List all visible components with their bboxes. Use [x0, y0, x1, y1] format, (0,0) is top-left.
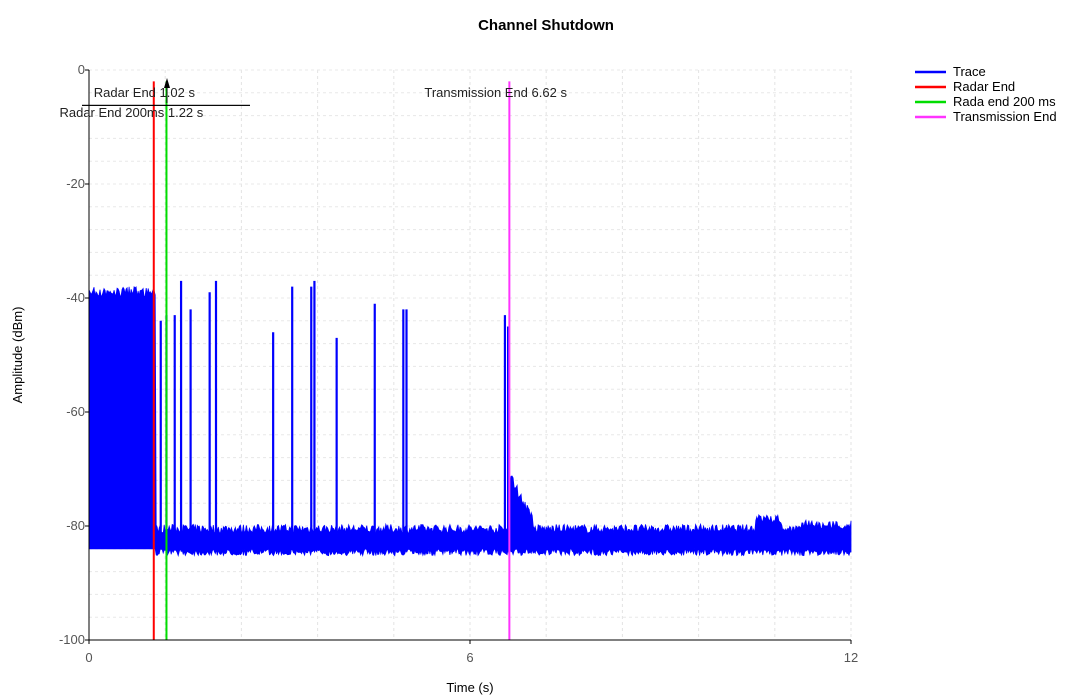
x-tick-label: 0 — [85, 650, 92, 665]
y-tick-label: 0 — [78, 62, 85, 77]
tick-labels: 0 6 12 0 -20 -40 -60 -80 -100 — [59, 62, 858, 665]
y-tick-label: -40 — [66, 290, 85, 305]
y-tick-label: -100 — [59, 632, 85, 647]
legend-label: Radar End — [953, 79, 1015, 94]
x-tick-label: 6 — [466, 650, 473, 665]
y-tick-label: -20 — [66, 176, 85, 191]
chart-title: Channel Shutdown — [478, 17, 614, 34]
annotation-label: Radar End 200ms 1.22 s — [59, 105, 203, 120]
legend-label: Transmission End — [953, 109, 1057, 124]
x-axis-label: Time (s) — [446, 680, 493, 695]
annotations: Radar End 1.02 s Radar End 200ms 1.22 s Tr… — [59, 78, 567, 120]
marker-lines — [154, 81, 510, 640]
annotation-label: Radar End 1.02 s — [94, 85, 196, 100]
annotation-label: Transmission End 6.62 s — [424, 85, 567, 100]
y-tick-label: -60 — [66, 404, 85, 419]
legend-label: Rada end 200 ms — [953, 94, 1056, 109]
y-tick-label: -80 — [66, 518, 85, 533]
y-axis-label: Amplitude (dBm) — [10, 307, 25, 404]
legend-label: Trace — [953, 64, 986, 79]
x-tick-label: 12 — [844, 650, 858, 665]
